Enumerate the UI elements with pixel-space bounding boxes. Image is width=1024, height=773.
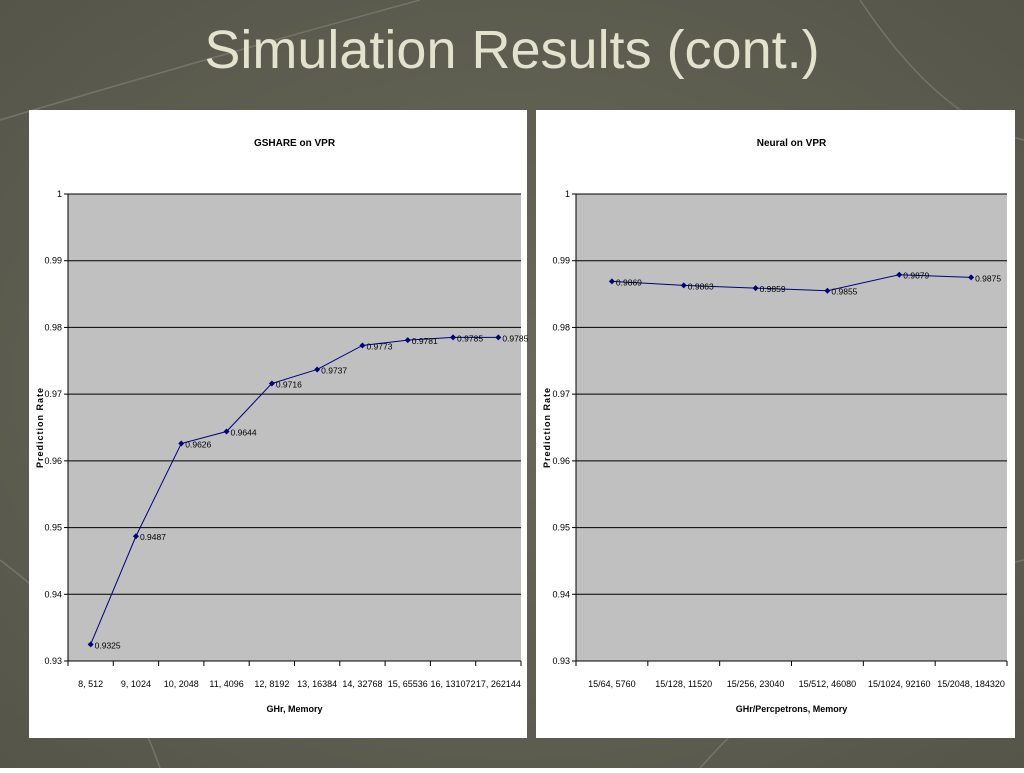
data-point bbox=[132, 533, 139, 540]
data-label: 0.9863 bbox=[688, 281, 714, 291]
plot-area bbox=[576, 194, 1007, 661]
data-point bbox=[404, 337, 411, 344]
data-point bbox=[87, 641, 94, 648]
y-tick-label: 0.96 bbox=[44, 456, 62, 466]
x-tick-label: 16, 131072 bbox=[431, 679, 476, 689]
x-tick-label: 10, 2048 bbox=[164, 679, 199, 689]
chart-title: GSHARE on VPR bbox=[254, 138, 336, 149]
data-point bbox=[359, 342, 366, 349]
data-point bbox=[268, 380, 275, 387]
data-point bbox=[314, 366, 321, 373]
x-tick-label: 15/128, 11520 bbox=[655, 679, 712, 689]
y-tick-label: 0.94 bbox=[552, 589, 570, 599]
y-tick-label: 0.97 bbox=[44, 389, 62, 399]
x-tick-label: 11, 4096 bbox=[209, 679, 243, 689]
data-point bbox=[824, 287, 831, 294]
x-axis-label: GHr, Memory bbox=[266, 704, 322, 714]
data-point bbox=[752, 285, 759, 292]
data-label: 0.9859 bbox=[760, 284, 786, 294]
y-tick-label: 1 bbox=[57, 189, 62, 199]
data-point bbox=[178, 440, 185, 447]
y-tick-label: 0.99 bbox=[44, 256, 62, 266]
x-tick-label: 14, 32768 bbox=[342, 679, 382, 689]
data-point bbox=[680, 282, 687, 289]
y-tick-label: 0.98 bbox=[44, 322, 62, 332]
data-label: 0.9626 bbox=[185, 440, 211, 450]
data-label: 0.9785 bbox=[457, 333, 483, 343]
data-point bbox=[896, 271, 903, 278]
data-label: 0.9855 bbox=[831, 287, 857, 297]
y-tick-label: 0.97 bbox=[552, 389, 570, 399]
x-tick-label: 15/64, 5760 bbox=[588, 679, 636, 689]
data-point bbox=[450, 334, 457, 341]
y-tick-label: 0.93 bbox=[552, 656, 570, 666]
y-axis-label: Prediction Rate bbox=[35, 387, 45, 468]
y-tick-label: 0.96 bbox=[552, 456, 570, 466]
slide-title: Simulation Results (cont.) bbox=[204, 20, 819, 80]
data-line bbox=[611, 274, 972, 292]
y-tick-label: 0.94 bbox=[44, 589, 62, 599]
x-tick-label: 15/512, 46080 bbox=[799, 679, 857, 689]
x-tick-label: 17, 262144 bbox=[476, 679, 521, 689]
data-label: 0.9644 bbox=[231, 428, 257, 438]
y-tick-label: 0.99 bbox=[552, 256, 570, 266]
data-label: 0.9737 bbox=[321, 365, 347, 375]
y-tick-label: 0.95 bbox=[552, 523, 570, 533]
x-tick-label: 15, 65536 bbox=[388, 679, 428, 689]
data-label: 0.9325 bbox=[95, 640, 121, 650]
chart-title: Neural on VPR bbox=[757, 138, 827, 149]
data-label: 0.9869 bbox=[616, 277, 642, 287]
x-tick-label: 9, 1024 bbox=[121, 679, 151, 689]
data-point bbox=[608, 278, 615, 285]
data-label: 0.9875 bbox=[975, 273, 1001, 283]
chart: Neural on VPR 0.93 0.94 0.95 0.96 0.97 0.98 0.9… bbox=[536, 110, 1015, 738]
data-point bbox=[223, 428, 230, 435]
x-axis-label: GHr/Percpetrons, Memory bbox=[736, 704, 848, 714]
plot-area bbox=[68, 194, 521, 661]
x-tick-label: 13, 16384 bbox=[297, 679, 337, 689]
data-line bbox=[90, 336, 499, 645]
x-tick-label: 15/2048, 184320 bbox=[937, 679, 1005, 689]
chart: GSHARE on VPR 0.93 0.94 0.95 0.96 0.97 0.98 0.9… bbox=[29, 110, 529, 738]
data-label: 0.9716 bbox=[276, 379, 302, 389]
data-label: 0.9785 bbox=[502, 333, 528, 343]
data-point bbox=[495, 334, 502, 341]
data-label: 0.9879 bbox=[903, 271, 929, 281]
data-point bbox=[968, 274, 975, 281]
data-label: 0.9781 bbox=[412, 336, 438, 346]
data-label: 0.9773 bbox=[366, 341, 392, 351]
y-axis-label: Prediction Rate bbox=[542, 387, 552, 468]
x-tick-label: 8, 512 bbox=[78, 679, 103, 689]
y-tick-label: 0.98 bbox=[552, 322, 570, 332]
x-tick-label: 15/256, 23040 bbox=[727, 679, 785, 689]
y-tick-label: 1 bbox=[565, 189, 570, 199]
y-tick-label: 0.95 bbox=[44, 523, 62, 533]
y-tick-label: 0.93 bbox=[44, 656, 62, 666]
x-tick-label: 12, 8192 bbox=[254, 679, 289, 689]
data-label: 0.9487 bbox=[140, 532, 166, 542]
x-tick-label: 15/1024, 92160 bbox=[868, 679, 931, 689]
